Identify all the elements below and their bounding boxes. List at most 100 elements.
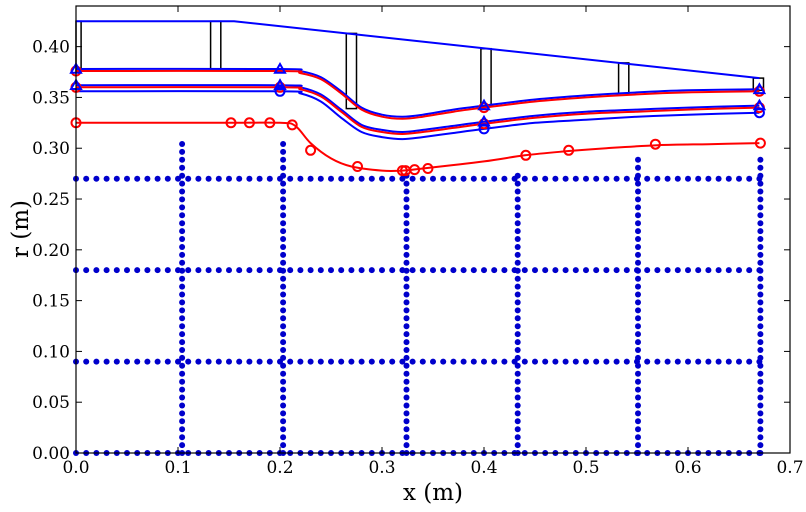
- red-circle-marker: [264, 117, 276, 129]
- grid-dot: [403, 339, 410, 346]
- grid-dot: [280, 434, 287, 441]
- grid-dot: [403, 291, 410, 298]
- grid-dot: [280, 172, 287, 179]
- grid-dot: [514, 212, 521, 219]
- grid-dot: [736, 267, 742, 274]
- grid-dot: [419, 358, 426, 365]
- grid-dot: [113, 175, 120, 182]
- grid-dot: [280, 212, 287, 219]
- grid-dot: [179, 354, 186, 361]
- grid-dot: [460, 175, 467, 182]
- boundary-rectangle: [480, 47, 492, 108]
- grid-dot: [635, 339, 641, 346]
- grid-dot: [403, 251, 410, 258]
- grid-dot: [317, 358, 324, 365]
- y-tick-label: 0.20: [32, 241, 70, 261]
- grid-dot: [179, 370, 186, 377]
- grid-dot: [179, 275, 186, 282]
- grid-dot: [403, 362, 410, 369]
- grid-dot: [280, 315, 287, 322]
- grid-dot: [470, 267, 477, 274]
- grid-dot: [195, 267, 202, 274]
- red-circle-marker: [243, 117, 255, 129]
- grid-dot: [613, 175, 620, 182]
- grid-dot: [280, 331, 287, 338]
- grid-dot: [562, 175, 569, 182]
- grid-dot: [403, 394, 410, 401]
- grid-dot: [256, 267, 263, 274]
- grid-dot: [635, 370, 641, 377]
- grid-dot: [635, 410, 641, 417]
- grid-dot: [635, 204, 641, 211]
- grid-dot: [307, 175, 314, 182]
- blue-triangle-marker: [273, 78, 287, 90]
- grid-dot: [179, 204, 186, 211]
- grid-dot: [195, 358, 202, 365]
- x-tick-label: 0.2: [266, 458, 293, 478]
- grid-dot: [757, 386, 764, 393]
- grid-dot: [736, 175, 742, 182]
- grid-dot: [501, 358, 508, 365]
- grid-dot: [757, 212, 764, 219]
- blue-triangle-marker: [477, 114, 491, 127]
- grid-dot: [757, 434, 764, 441]
- red-circle-marker: [225, 117, 237, 129]
- grid-dot: [664, 358, 671, 365]
- grid-dot: [664, 267, 671, 274]
- y-tick-label: 0.30: [32, 139, 70, 159]
- grid-dot: [280, 291, 287, 298]
- grid-dot: [552, 358, 559, 365]
- grid-dot: [514, 315, 521, 322]
- grid-dot: [521, 175, 528, 182]
- grid-dot: [514, 283, 521, 290]
- grid-dot: [635, 299, 641, 306]
- boundary-rectangle: [209, 20, 222, 70]
- grid-dot: [179, 220, 186, 227]
- grid-dot: [348, 175, 355, 182]
- grid-dot: [403, 410, 410, 417]
- grid-dot: [635, 402, 641, 409]
- grid-dot: [403, 228, 410, 235]
- grid-dot: [757, 283, 764, 290]
- red-circle-marker: [352, 161, 363, 172]
- grid-dot: [685, 175, 691, 182]
- grid-dot: [195, 175, 202, 182]
- grid-dot: [280, 362, 287, 369]
- grid-dot: [757, 188, 764, 195]
- grid-dot: [179, 394, 186, 401]
- grid-dot: [179, 283, 186, 290]
- grid-dot: [450, 358, 457, 365]
- grid-dot: [280, 354, 287, 361]
- blue-triangle-marker: [752, 82, 767, 95]
- grid-dot: [154, 175, 161, 182]
- grid-dot: [134, 175, 141, 182]
- grid-dot: [521, 358, 528, 365]
- grid-dot: [572, 175, 579, 182]
- grid-dot: [179, 378, 186, 385]
- grid-dot: [287, 267, 294, 274]
- grid-dot: [757, 402, 764, 409]
- grid-dot: [124, 267, 130, 274]
- grid-dot: [562, 267, 569, 274]
- grid-dot: [725, 267, 732, 274]
- plot-area: [69, 20, 767, 456]
- x-tick-label: 0.4: [470, 458, 497, 478]
- grid-dot: [93, 175, 100, 182]
- y-axis: 0.00 0.05 0.10 0.15 0.20 0.25 0.30 0.35 0.40: [32, 38, 790, 464]
- grid-dot: [236, 358, 243, 365]
- grid-dot: [403, 283, 410, 290]
- grid-dot: [256, 175, 263, 182]
- grid-dot: [635, 418, 641, 425]
- grid-dot: [514, 339, 521, 346]
- grid-dot: [403, 212, 410, 219]
- grid-dot: [297, 267, 304, 274]
- grid-dot: [583, 175, 589, 182]
- grid-dot: [757, 378, 764, 385]
- grid-dot: [635, 236, 641, 242]
- y-tick-label: 0.25: [32, 190, 70, 210]
- grid-dot: [358, 358, 365, 365]
- grid-dot: [514, 362, 521, 369]
- grid-dot: [644, 358, 651, 365]
- grid-dot: [307, 267, 314, 274]
- grid-dot: [399, 358, 406, 365]
